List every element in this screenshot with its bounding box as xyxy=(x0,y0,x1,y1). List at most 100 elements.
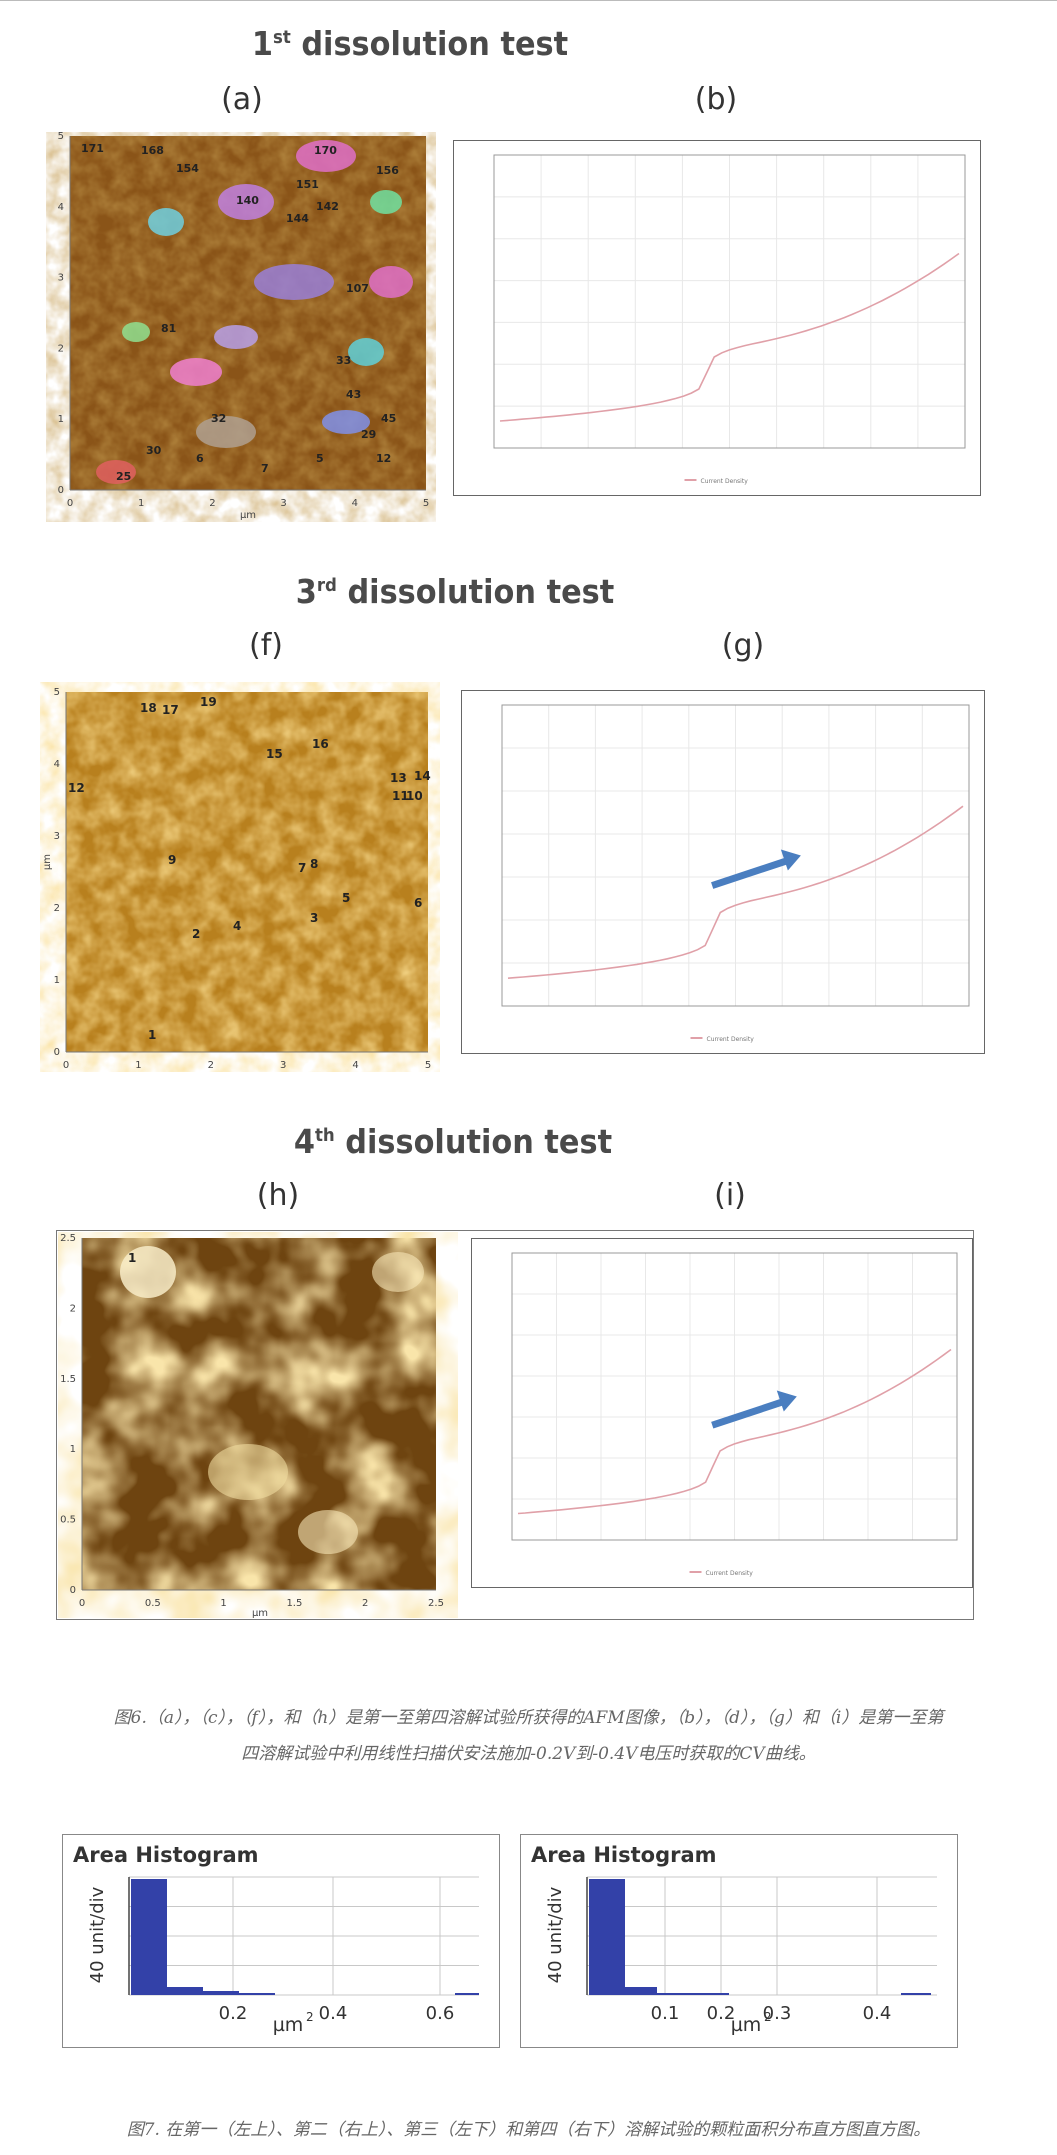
afm-f-particle-label: 17 xyxy=(162,703,179,717)
afm-a-particle-label: 25 xyxy=(116,470,131,483)
cv-legend-label: Current Density xyxy=(701,478,749,485)
cv-arrow-head xyxy=(780,849,801,871)
afm-y-tick: 2 xyxy=(70,1303,76,1314)
histogram-left-title: Area Histogram xyxy=(73,1843,259,1867)
afm-y-tick: 2 xyxy=(58,343,64,354)
hist-bar xyxy=(657,1993,693,1995)
hist-y-label: 40 unit/div xyxy=(545,1886,566,1983)
afm-f-particle-label: 8 xyxy=(310,857,318,871)
section4-frame xyxy=(56,1230,974,1620)
afm-x-tick: 2 xyxy=(208,1060,214,1071)
afm-x-tick: 4 xyxy=(352,498,358,509)
figure6-caption-line2: 四溶解试验中利用线性扫描伏安法施加-0.2V到-0.4V电压时获取的CV曲线。 xyxy=(241,1744,816,1764)
figure7-caption: 图7. 在第一（左上）、第二（右上）、第三（左下）和第四（右下）溶解试验的颗粒面… xyxy=(126,2120,931,2140)
afm-x-tick: 1 xyxy=(135,1060,141,1071)
hist-bar xyxy=(693,1993,729,1995)
afm-a-xlabel: µm xyxy=(240,510,256,521)
afm-a-particle-label: 144 xyxy=(286,212,309,225)
cv-chart-g: Current Density xyxy=(461,690,985,1054)
afm-x-tick: 5 xyxy=(425,1060,431,1071)
afm-y-tick: 2 xyxy=(54,903,60,914)
afm-f-particle-label: 13 xyxy=(390,771,407,785)
heading-4th-dissolution: 4th dissolution test xyxy=(293,1122,613,1161)
afm-f-particle-label: 2 xyxy=(192,927,200,941)
afm-f-particle-label: 19 xyxy=(200,695,217,709)
afm-a-particle-label: 7 xyxy=(261,462,269,475)
cv-b-svg: Current Density xyxy=(493,154,966,485)
hist-x-unit: µm xyxy=(731,2014,762,2036)
figure6-caption-line1: 图6.（a），（c），（f），和（h）是第一至第四溶解试验所获得的AFM图像，（… xyxy=(113,1708,944,1728)
hist-x-tick: 0.2 xyxy=(219,2003,248,2024)
afm-x-tick: 0 xyxy=(67,498,73,509)
afm-x-tick: 5 xyxy=(423,498,429,509)
afm-y-tick: 5 xyxy=(54,687,60,698)
afm-a-particle-label: 32 xyxy=(211,412,226,425)
afm-h-xlabel: µm xyxy=(252,1608,268,1618)
afm-a-particle-label: 29 xyxy=(361,428,376,441)
afm-f-particle-label: 14 xyxy=(414,769,431,783)
hist-x-unit-sup: 2 xyxy=(764,2010,772,2024)
afm-f-particle-label: 7 xyxy=(298,861,306,875)
afm-x-tick: 1.5 xyxy=(286,1598,302,1609)
afm-y-tick: 0.5 xyxy=(60,1515,76,1526)
afm-y-tick: 2.5 xyxy=(60,1233,76,1244)
afm-a-particle-label: 43 xyxy=(346,388,361,401)
afm-f-particle-label: 4 xyxy=(233,919,241,933)
hist-bar xyxy=(167,1987,203,1995)
afm-y-tick: 1.5 xyxy=(60,1374,76,1385)
hist-x-tick: 0.3 xyxy=(763,2003,792,2024)
afm-f-particle-label: 9 xyxy=(168,853,176,867)
afm-a-particle-label: 151 xyxy=(296,178,319,191)
afm-y-tick: 3 xyxy=(54,831,60,842)
panel-label-a: (a) xyxy=(221,82,263,117)
cv-arrow-head xyxy=(776,1390,797,1412)
afm-h-particle-label: 1 xyxy=(128,1251,136,1265)
hist-x-tick: 0.6 xyxy=(426,2003,455,2024)
afm-y-tick: 4 xyxy=(58,202,64,213)
afm-image-a: 171 168 170 154 151 156 140 144 142 107 81 32 30 25 29… xyxy=(46,131,436,522)
afm-a-particle-label: 142 xyxy=(316,200,339,213)
histogram-left-svg: 0.2 0.4 0.6 40 unit/div µm 2 xyxy=(87,1876,479,2036)
afm-y-tick: 0 xyxy=(54,1047,60,1058)
hist-bar xyxy=(131,1879,167,1995)
panel-label-f: (f) xyxy=(249,628,283,663)
heading-1st-dissolution: 1st dissolution test xyxy=(251,24,569,63)
cv-chart-b: Current Density xyxy=(453,140,981,496)
afm-a-particle-label: 81 xyxy=(161,322,176,335)
figure6-caption: 图6.（a），（c），（f），和（h）是第一至第四溶解试验所获得的AFM图像，（… xyxy=(30,1700,1027,1772)
afm-f-particle-label: 1 xyxy=(148,1028,156,1042)
hist-x-tick: 0.4 xyxy=(863,2003,892,2024)
afm-y-tick: 1 xyxy=(54,975,60,986)
panel-label-h: (h) xyxy=(256,1178,300,1213)
afm-x-tick: 0 xyxy=(63,1060,69,1071)
afm-f-particle-label: 16 xyxy=(312,737,329,751)
afm-y-tick: 0 xyxy=(70,1585,76,1596)
top-divider xyxy=(0,0,1057,1)
afm-x-tick: 1 xyxy=(138,498,144,509)
afm-x-tick: 2 xyxy=(209,498,215,509)
hist-y-label: 40 unit/div xyxy=(87,1886,108,1983)
afm-f-particle-label: 18 xyxy=(140,701,157,715)
afm-a-particle-label: 170 xyxy=(314,144,337,157)
cv-chart-i: Current Density xyxy=(471,1238,973,1588)
cv-plot-frame xyxy=(501,704,970,1007)
hist-bar xyxy=(455,1993,479,1995)
afm-a-particle-label: 12 xyxy=(376,452,391,465)
hist-bar xyxy=(203,1991,239,1995)
cv-curve xyxy=(499,252,960,422)
afm-x-tick: 3 xyxy=(280,498,286,509)
afm-h-svg: 1 0 0.5 1 1.5 2 2.5 0 0.5 1 1.5 2 2.5 µm xyxy=(60,1233,444,1619)
cv-legend-label: Current Density xyxy=(707,1036,755,1043)
hist-bar xyxy=(239,1993,275,1995)
afm-a-particle-label: 154 xyxy=(176,162,199,175)
panel-label-i: (i) xyxy=(714,1178,746,1213)
afm-y-tick: 1 xyxy=(58,414,64,425)
panel-label-b: (b) xyxy=(694,82,738,117)
afm-a-particle-label: 6 xyxy=(196,452,204,465)
cv-curve xyxy=(517,1348,952,1515)
cv-plot-frame xyxy=(493,154,966,449)
afm-y-tick: 3 xyxy=(58,273,64,284)
afm-f-particle-label: 11 xyxy=(392,789,409,803)
afm-f-particle-label: 5 xyxy=(342,891,350,905)
histogram-right: Area Histogram 0.1 0.2 0.3 0.4 40 unit/div µm… xyxy=(520,1834,958,2048)
